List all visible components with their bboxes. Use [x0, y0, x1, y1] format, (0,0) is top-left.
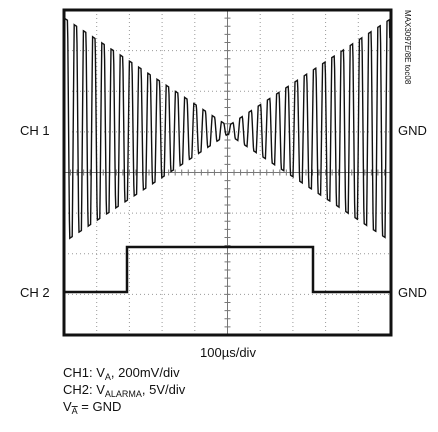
caption-rest: = GND [78, 399, 122, 414]
caption-text: V [63, 399, 72, 414]
caption-line: CH2: VALARMA, 5V/div [63, 382, 186, 399]
caption-rest: , 200mV/div [111, 365, 180, 380]
caption-line: VA = GND [63, 399, 121, 416]
figure-id: MAX3097E/8E toc08 [403, 10, 412, 85]
caption-line: CH1: VA, 200mV/div [63, 365, 180, 382]
caption-text: CH1: V [63, 365, 105, 380]
caption-sub: A [105, 372, 111, 382]
ch2-label: CH 2 [20, 285, 50, 300]
ch1-label: CH 1 [20, 123, 50, 138]
ch2-trace [64, 245, 391, 294]
gnd2-label: GND [398, 285, 427, 300]
caption-sub: A [72, 406, 78, 416]
ch1-trace [64, 18, 391, 240]
caption-rest: , 5V/div [142, 382, 186, 397]
gnd1-label: GND [398, 123, 427, 138]
caption-text: CH2: V [63, 382, 105, 397]
caption-sub: ALARMA [105, 389, 142, 399]
time-base: 100µs/div [200, 345, 256, 360]
scope-frame [62, 8, 393, 337]
